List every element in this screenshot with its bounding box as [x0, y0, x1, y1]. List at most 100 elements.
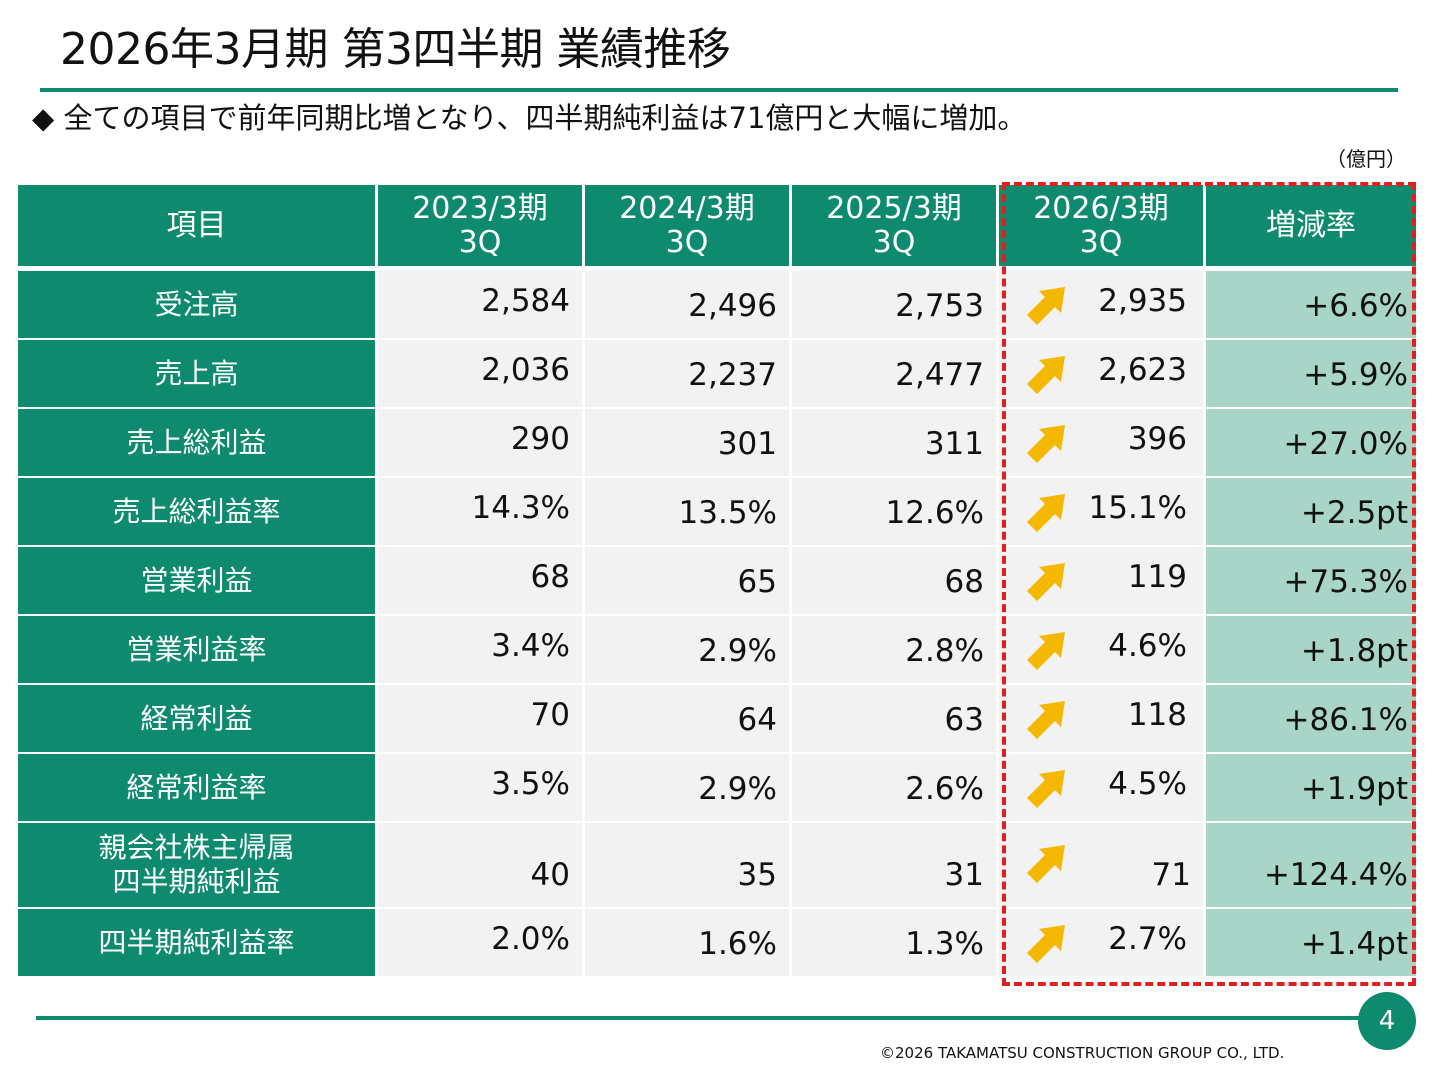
value-fy2024: 64 [585, 685, 792, 754]
page-number: 4 [1358, 992, 1416, 1050]
row-label: 売上高 [18, 340, 378, 409]
value-fy2023: 2,036 [378, 340, 585, 409]
value-fy2024: 2.9% [585, 616, 792, 685]
row-label: 営業利益 [18, 547, 378, 616]
value-fy2023: 68 [378, 547, 585, 616]
change-rate: +5.9% [1206, 340, 1416, 409]
value-fy2024: 65 [585, 547, 792, 616]
value-fy2023: 14.3% [378, 478, 585, 547]
results-table: 項目 2023/3期 3Q 2024/3期 3Q 2025/3期 3Q 2026… [18, 185, 1416, 978]
up-arrow-icon [1023, 285, 1069, 327]
change-rate: +6.6% [1206, 271, 1416, 340]
header-item: 項目 [18, 185, 378, 271]
value-text: 71 [1151, 857, 1191, 893]
row-label: 経常利益 [18, 685, 378, 754]
value-fy2026: 4.6% [999, 616, 1206, 685]
header-label: 増減率 [1266, 207, 1356, 243]
value-fy2024: 35 [585, 823, 792, 909]
value-fy2025: 2.8% [792, 616, 999, 685]
header-fy2024: 2024/3期 3Q [585, 185, 792, 271]
value-fy2025: 311 [792, 409, 999, 478]
header-sublabel: 3Q [665, 224, 709, 260]
up-arrow-icon [1023, 561, 1069, 603]
value-fy2026: 4.5% [999, 754, 1206, 823]
change-rate: +75.3% [1206, 547, 1416, 616]
row-label-text: 売上総利益 [126, 425, 267, 459]
row-label: 受注高 [18, 271, 378, 340]
row-label-text: 売上高 [154, 356, 239, 390]
up-arrow-icon [1023, 843, 1069, 885]
value-fy2026: 119 [999, 547, 1206, 616]
change-rate: +2.5pt [1206, 478, 1416, 547]
value-fy2023: 2,584 [378, 271, 585, 340]
value-fy2023: 290 [378, 409, 585, 478]
row-label-text: 親会社株主帰属 [98, 831, 295, 864]
header-fy2026: 2026/3期 3Q [999, 185, 1206, 271]
change-rate: +1.9pt [1206, 754, 1416, 823]
summary-text: ◆ 全ての項目で前年同期比増となり、四半期純利益は71億円と大幅に増加。 [32, 101, 1027, 135]
value-fy2025: 12.6% [792, 478, 999, 547]
value-text: 4.5% [1108, 766, 1187, 802]
row-label: 親会社株主帰属 四半期純利益 [18, 823, 378, 909]
page-title: 2026年3月期 第3四半期 業績推移 [60, 24, 731, 75]
row-label-text: 営業利益 [140, 563, 253, 597]
row-label: 経常利益率 [18, 754, 378, 823]
copyright: ©2026 TAKAMATSU CONSTRUCTION GROUP CO., … [880, 1044, 1285, 1062]
value-fy2024: 301 [585, 409, 792, 478]
header-fy2025: 2025/3期 3Q [792, 185, 999, 271]
row-label-text: 経常利益 [140, 701, 253, 735]
value-fy2025: 2,753 [792, 271, 999, 340]
value-text: 2,935 [1098, 283, 1187, 319]
change-rate: +27.0% [1206, 409, 1416, 478]
row-label-text: 売上総利益率 [112, 494, 281, 528]
value-text: 119 [1127, 559, 1187, 595]
value-fy2023: 70 [378, 685, 585, 754]
value-fy2025: 63 [792, 685, 999, 754]
header-label: 項目 [166, 207, 227, 243]
change-rate: +1.8pt [1206, 616, 1416, 685]
value-text: 4.6% [1108, 628, 1187, 664]
change-rate: +124.4% [1206, 823, 1416, 909]
value-fy2026: 2,623 [999, 340, 1206, 409]
row-label-text: 営業利益率 [126, 632, 267, 666]
header-label: 2023/3期 [412, 190, 548, 226]
row-label: 売上総利益率 [18, 478, 378, 547]
value-fy2023: 3.4% [378, 616, 585, 685]
title-divider [40, 88, 1398, 92]
up-arrow-icon [1023, 423, 1069, 465]
up-arrow-icon [1023, 630, 1069, 672]
value-fy2024: 2,237 [585, 340, 792, 409]
value-text: 15.1% [1088, 490, 1187, 526]
value-text: 118 [1127, 697, 1187, 733]
row-label: 売上総利益 [18, 409, 378, 478]
up-arrow-icon [1023, 768, 1069, 810]
up-arrow-icon [1023, 923, 1069, 965]
value-fy2024: 13.5% [585, 478, 792, 547]
value-fy2026: 15.1% [999, 478, 1206, 547]
value-text: 396 [1127, 421, 1187, 457]
value-fy2024: 2,496 [585, 271, 792, 340]
value-fy2024: 1.6% [585, 909, 792, 978]
value-fy2023: 2.0% [378, 909, 585, 978]
row-label-text: 四半期純利益 [112, 865, 281, 898]
row-label: 営業利益率 [18, 616, 378, 685]
value-fy2023: 40 [378, 823, 585, 909]
header-change-rate: 増減率 [1206, 185, 1416, 271]
change-rate: +86.1% [1206, 685, 1416, 754]
value-fy2025: 2,477 [792, 340, 999, 409]
row-label: 四半期純利益率 [18, 909, 378, 978]
value-fy2025: 31 [792, 823, 999, 909]
header-sublabel: 3Q [458, 224, 502, 260]
value-fy2026: 118 [999, 685, 1206, 754]
value-text: 2,623 [1098, 352, 1187, 388]
value-fy2026: 71 [999, 823, 1206, 909]
unit-label: （億円） [1326, 147, 1406, 171]
value-fy2025: 2.6% [792, 754, 999, 823]
header-fy2023: 2023/3期 3Q [378, 185, 585, 271]
value-fy2026: 396 [999, 409, 1206, 478]
value-fy2024: 2.9% [585, 754, 792, 823]
header-label: 2025/3期 [826, 190, 962, 226]
value-fy2026: 2,935 [999, 271, 1206, 340]
header-label: 2024/3期 [619, 190, 755, 226]
value-fy2025: 68 [792, 547, 999, 616]
